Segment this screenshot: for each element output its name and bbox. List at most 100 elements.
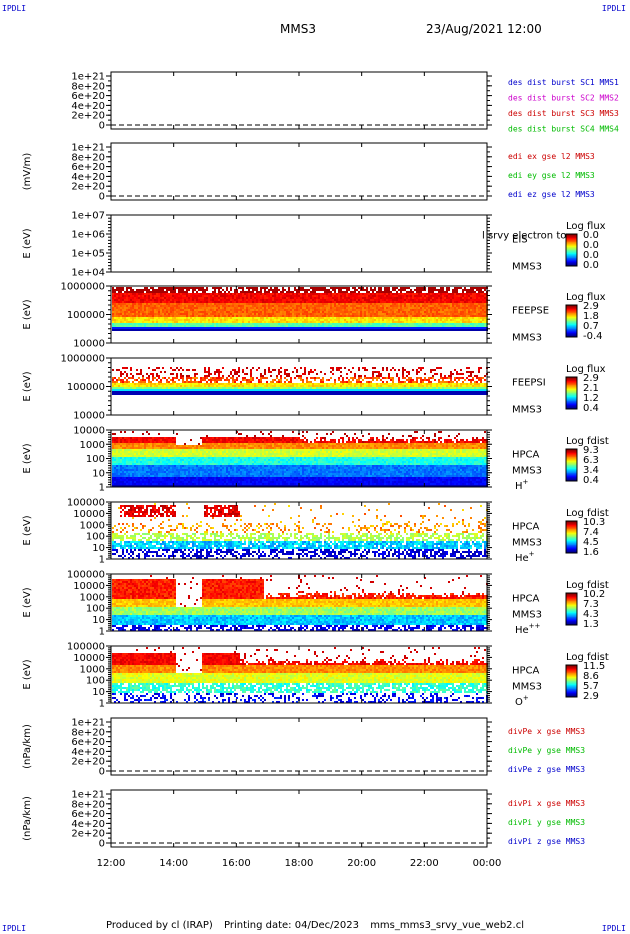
spectro-cell [326,293,328,295]
spectro-cell [200,321,202,323]
spectro-cell [244,325,246,327]
spectro-cell [112,315,114,317]
spectro-cell [222,367,224,369]
spectro-cell [114,319,116,321]
spectro-cell [324,309,326,311]
spectro-cell [390,299,392,301]
spectro-cell [194,381,196,383]
spectro-cell [484,321,486,323]
spectro-cell [204,379,206,381]
spectro-cell [248,387,250,389]
spectro-cell [308,323,310,325]
spectro-cell [168,309,170,311]
spectro-cell [262,309,264,311]
spectro-cell [184,329,186,331]
spectro-cell [236,379,238,381]
spectro-cell [266,307,268,309]
spectro-cell [478,325,480,327]
spectro-cell [196,319,198,321]
spectro-cell [134,389,136,391]
spectro-cell [380,309,382,311]
spectro-cell [174,325,176,327]
spectro-cell [162,383,164,385]
spectro-cell [222,385,224,387]
spectro-cell [424,299,426,301]
spectro-cell [332,329,334,331]
spectro-cell [284,315,286,317]
spectro-cell [420,317,422,319]
spectro-cell [176,293,178,295]
spectro-cell [202,329,204,331]
spectro-cell [190,385,192,387]
spectro-cell [232,369,234,371]
spectro-cell [188,387,190,389]
spectro-cell [348,319,350,321]
spectro-cell [180,301,182,303]
spectro-cell [422,329,424,331]
spectro-cell [276,383,278,385]
spectro-cell [426,305,428,307]
spectro-cell [446,297,448,299]
spectro-cell [428,301,430,303]
spectro-cell [458,323,460,325]
spectro-cell [412,309,414,311]
spectro-cell [240,317,242,319]
spectro-cell [164,383,166,385]
spectro-cell [242,369,244,371]
spectro-cell [334,313,336,315]
spectro-cell [158,311,160,313]
spectro-cell [180,289,182,291]
spectro-cell [398,315,400,317]
spectro-cell [440,293,442,295]
spectro-cell [168,321,170,323]
spectro-cell [174,315,176,317]
spectro-cell [222,387,224,389]
spectro-cell [174,381,176,383]
colorbar-segment [566,255,577,258]
spectro-cell [182,379,184,381]
spectro-cell [230,311,232,313]
spectro-cell [474,315,476,317]
spectro-cell [482,293,484,295]
spectro-cell [418,305,420,307]
spectro-cell [172,389,174,391]
spectro-cell [120,289,122,291]
spectro-cell [214,297,216,299]
spectro-cell [282,297,284,299]
spectro-cell [454,307,456,309]
spectro-cell [144,323,146,325]
spectro-cell [122,391,124,393]
spectro-cell [462,313,464,315]
spectro-cell [216,313,218,315]
spectro-cell [164,393,166,395]
spectro-cell [170,303,172,305]
spectro-cell [206,305,208,307]
spectro-cell [140,379,142,381]
spectro-cell [254,325,256,327]
spectro-cell [180,315,182,317]
spectro-cell [282,311,284,313]
spectro-cell [346,319,348,321]
spectro-cell [370,301,372,303]
spectro-cell [118,291,120,293]
spectro-cell [128,377,130,379]
spectro-cell [438,311,440,313]
spectro-cell [416,309,418,311]
spectro-cell [342,287,344,289]
colorbar-segment [566,325,577,327]
spectro-cell [142,375,144,377]
spectro-cell [454,303,456,305]
spectro-cell [322,321,324,323]
spectro-cell [122,293,124,295]
spectro-cell [118,287,120,289]
spectro-cell [370,323,372,325]
spectro-cell [120,385,122,387]
spectro-cell [378,293,380,295]
spectro-cell [144,379,146,381]
spectro-cell [264,315,266,317]
spectro-cell [206,327,208,329]
spectro-cell [354,301,356,303]
spectro-cell [408,301,410,303]
spectro-cell [428,307,430,309]
spectro-cell [280,305,282,307]
